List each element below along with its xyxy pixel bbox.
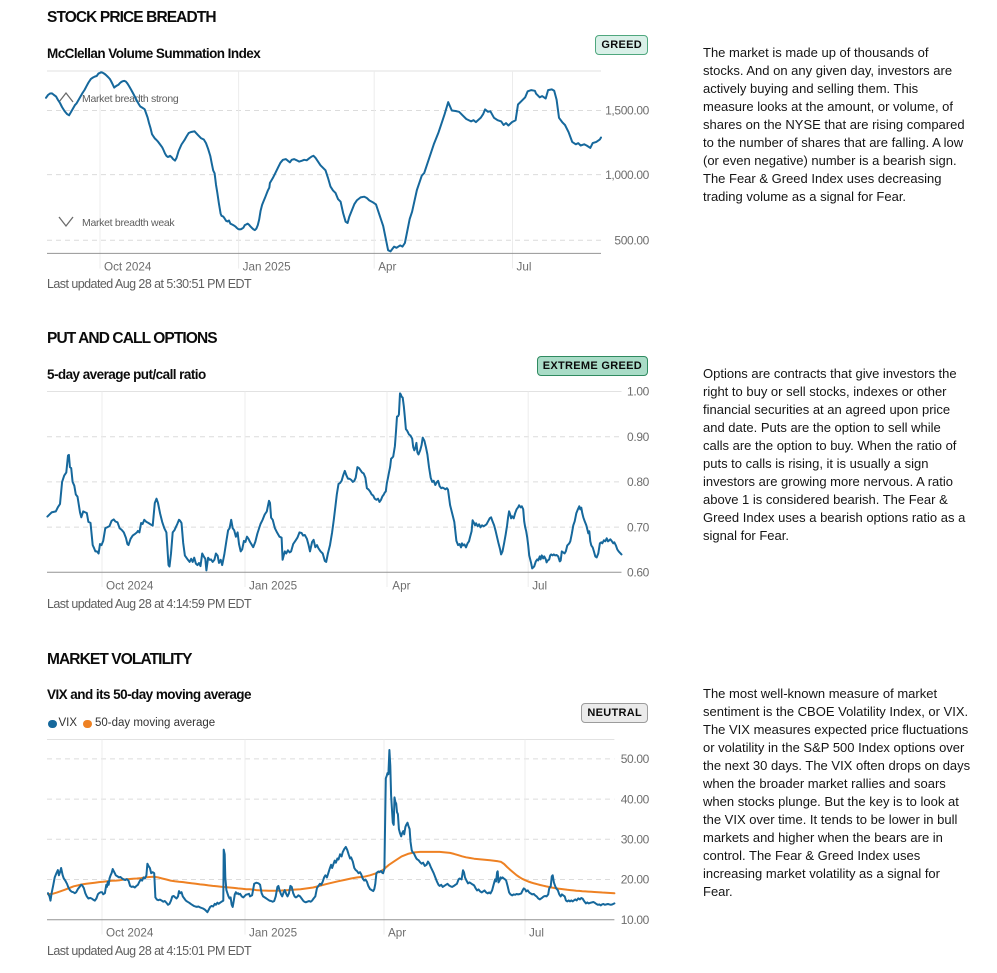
svg-text:0.80: 0.80: [627, 475, 650, 489]
svg-text:Oct 2024: Oct 2024: [104, 261, 152, 274]
svg-text:Apr: Apr: [388, 927, 406, 940]
svg-text:Apr: Apr: [392, 580, 410, 593]
svg-text:Jul: Jul: [517, 261, 532, 274]
svg-text:Oct 2024: Oct 2024: [106, 580, 154, 593]
svg-text:0.70: 0.70: [627, 520, 650, 534]
svg-text:30.00: 30.00: [621, 833, 650, 847]
svg-text:Jul: Jul: [532, 580, 547, 593]
svg-text:10.00: 10.00: [621, 913, 650, 927]
svg-text:Market breadth weak: Market breadth weak: [82, 217, 175, 229]
svg-text:1.00: 1.00: [627, 385, 650, 399]
svg-text:Oct 2024: Oct 2024: [106, 927, 154, 940]
svg-text:Jan 2025: Jan 2025: [249, 580, 298, 593]
svg-text:40.00: 40.00: [621, 792, 650, 806]
svg-text:1,500.00: 1,500.00: [605, 104, 650, 118]
svg-text:0.90: 0.90: [627, 430, 650, 444]
svg-text:0.60: 0.60: [627, 566, 650, 580]
svg-text:Jul: Jul: [529, 927, 544, 940]
svg-text:Jan 2025: Jan 2025: [249, 927, 298, 940]
svg-text:Market breadth strong: Market breadth strong: [82, 93, 179, 105]
svg-text:50.00: 50.00: [621, 752, 650, 766]
svg-text:1,000.00: 1,000.00: [605, 168, 650, 182]
svg-text:Apr: Apr: [378, 261, 396, 274]
svg-text:Jan 2025: Jan 2025: [243, 261, 292, 274]
svg-text:20.00: 20.00: [621, 873, 650, 887]
svg-text:500.00: 500.00: [614, 233, 649, 247]
